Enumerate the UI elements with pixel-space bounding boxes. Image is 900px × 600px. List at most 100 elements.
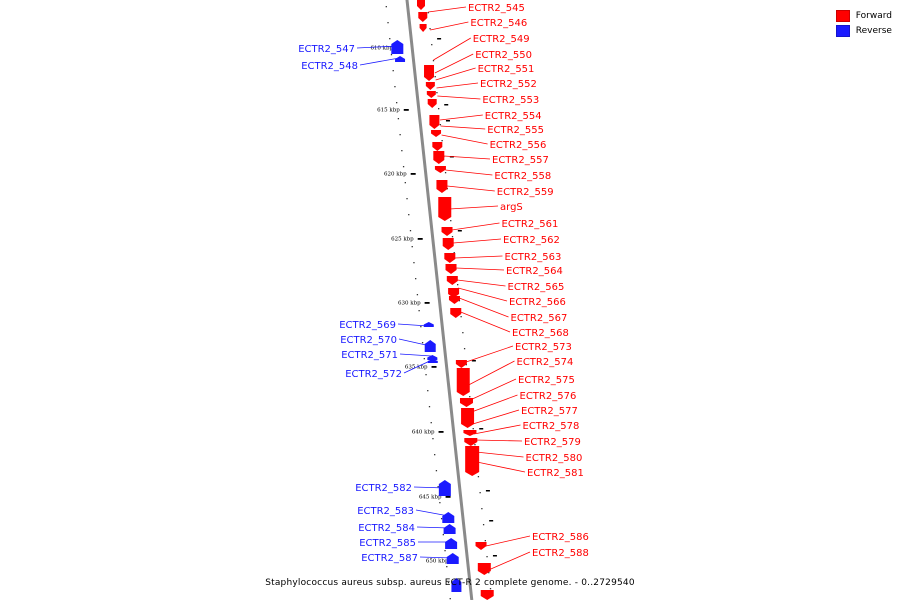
reverse-leader — [415, 509, 449, 517]
legend-item-reverse: Reverse — [835, 23, 892, 38]
forward-gene-label: ECTR2_561 — [502, 219, 559, 230]
forward-gene-label: ECTR2_575 — [518, 375, 575, 386]
genome-backbone — [405, 0, 474, 600]
forward-gene-label: ECTR2_576 — [520, 391, 577, 402]
forward-gene-label: ECTR2_545 — [468, 3, 525, 14]
scale-dot — [399, 134, 401, 136]
scale-dot — [447, 582, 450, 584]
forward-gene — [434, 166, 446, 173]
forward-gene — [418, 12, 428, 22]
scale-dot — [429, 28, 431, 30]
reverse-gene-label: ECTR2_583 — [357, 506, 414, 517]
forward-gene-label: ECTR2_579 — [524, 437, 581, 448]
scale-dot — [430, 422, 432, 424]
scale-dot — [431, 44, 433, 46]
forward-gene-label: ECTR2_552 — [480, 79, 537, 90]
legend: Forward Reverse — [835, 8, 892, 38]
scale-dot — [394, 86, 396, 88]
reverse-leader — [356, 45, 398, 49]
scale-dot — [427, 12, 429, 14]
forward-gene — [455, 360, 467, 368]
forward-gene-label: argS — [500, 202, 523, 213]
forward-gene — [461, 408, 475, 428]
scale-dot — [421, 342, 424, 344]
scale-dot — [436, 92, 438, 94]
forward-gene-label: ECTR2_573 — [515, 342, 572, 353]
scale-mark — [438, 431, 444, 433]
forward-gene-label: ECTR2_557 — [492, 155, 549, 166]
scale-mark — [424, 302, 430, 304]
forward-gene-label: ECTR2_555 — [487, 125, 544, 136]
scale-dot — [437, 486, 439, 488]
forward-leader — [472, 409, 520, 425]
forward-gene — [477, 563, 491, 575]
reverse-leader — [397, 323, 429, 327]
forward-leader — [443, 155, 491, 160]
reverse-gene — [451, 578, 462, 592]
forward-gene — [433, 151, 445, 164]
scale-dot — [432, 438, 434, 440]
reverse-gene-label: ECTR2_584 — [358, 523, 415, 534]
forward-leader — [475, 451, 524, 458]
forward-leader — [439, 114, 483, 121]
reverse-gene-label: ECTR2_569 — [339, 320, 396, 331]
reverse-gene — [391, 40, 404, 54]
reverse-gene-label: ECTR2_587 — [361, 553, 418, 564]
forward-leader — [449, 205, 499, 210]
forward-gene — [450, 308, 462, 318]
forward-gene-label: ECTR2_549 — [473, 34, 530, 45]
scale-dot — [404, 182, 406, 184]
forward-gene — [445, 264, 457, 274]
forward-leader — [436, 82, 479, 89]
scale-mark-label: 645 kbp — [419, 495, 442, 501]
forward-gene — [444, 253, 456, 263]
scale-mark — [431, 366, 437, 368]
forward-gene — [464, 438, 478, 446]
forward-gene-label: ECTR2_566 — [509, 297, 566, 308]
forward-leader — [460, 311, 511, 333]
feature-mark — [479, 428, 484, 430]
forward-leader — [445, 169, 493, 176]
forward-gene-label: ECTR2_562 — [503, 235, 560, 246]
forward-gene-label: ECTR2_546 — [470, 18, 527, 29]
scale-mark-label: 640 kbp — [412, 430, 435, 436]
scale-dot — [463, 348, 466, 350]
scale-dot — [474, 444, 476, 446]
scale-dot — [413, 262, 415, 264]
reverse-gene-label: ECTR2_582 — [355, 483, 412, 494]
forward-gene-label: ECTR2_581 — [527, 468, 584, 479]
forward-gene — [426, 91, 436, 98]
scale-dot — [446, 566, 448, 568]
legend-label-reverse: Reverse — [855, 25, 892, 36]
forward-leader — [441, 134, 488, 145]
feature-mark — [492, 555, 497, 557]
scale-dot — [390, 54, 393, 56]
scale-dot — [453, 252, 455, 254]
scale-mark-label: 630 kbp — [398, 301, 421, 307]
forward-gene-label: ECTR2_586 — [532, 532, 589, 543]
scale-dot — [488, 572, 490, 574]
forward-gene-label: ECTR2_588 — [532, 548, 589, 559]
scale-dot — [482, 524, 485, 526]
reverse-leader — [399, 353, 432, 357]
scale-dot — [449, 598, 451, 600]
scale-mark-label: 615 kbp — [377, 108, 400, 114]
forward-leader — [457, 279, 506, 287]
scale-dot — [402, 166, 405, 168]
scale-dot — [435, 470, 438, 472]
forward-gene-label: ECTR2_550 — [475, 50, 532, 61]
scale-mark-label: 650 kbp — [426, 559, 449, 565]
map-caption: Staphylococcus aureus subsp. aureus ECT-… — [265, 578, 635, 588]
feature-mark — [445, 120, 450, 122]
scale-dot — [489, 588, 492, 590]
feature-mark — [444, 104, 449, 106]
reverse-gene-label: ECTR2_572 — [345, 369, 402, 380]
reverse-gene — [443, 524, 456, 534]
forward-leader — [468, 360, 515, 386]
scale-dot — [441, 140, 443, 142]
forward-gene-label: ECTR2_565 — [508, 282, 565, 293]
forward-gene — [427, 99, 437, 108]
forward-leader — [455, 267, 505, 271]
reverse-leader — [403, 359, 433, 374]
forward-leader — [470, 378, 517, 401]
